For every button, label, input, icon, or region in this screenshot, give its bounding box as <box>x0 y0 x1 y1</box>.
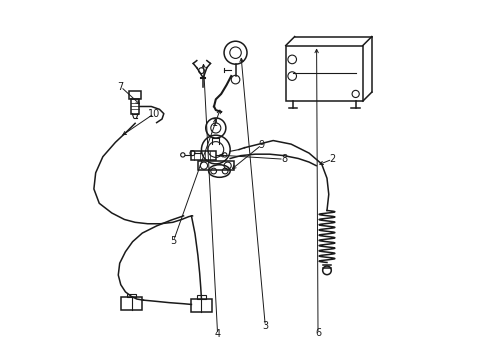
Bar <box>131 99 139 114</box>
Bar <box>191 299 211 312</box>
Bar <box>121 297 142 310</box>
Bar <box>190 151 215 160</box>
Text: 9: 9 <box>258 140 264 150</box>
Text: 7: 7 <box>118 82 123 92</box>
Text: 3: 3 <box>262 321 268 331</box>
Text: 8: 8 <box>280 154 286 164</box>
Text: 2: 2 <box>328 154 335 164</box>
Text: 6: 6 <box>314 328 321 338</box>
Text: 1: 1 <box>212 118 218 128</box>
Bar <box>129 91 141 99</box>
Bar <box>198 161 233 170</box>
Text: 4: 4 <box>214 329 220 339</box>
Text: 5: 5 <box>170 236 176 246</box>
Bar <box>127 294 136 297</box>
Text: 10: 10 <box>148 109 160 119</box>
Bar <box>197 296 205 299</box>
Bar <box>285 45 362 101</box>
